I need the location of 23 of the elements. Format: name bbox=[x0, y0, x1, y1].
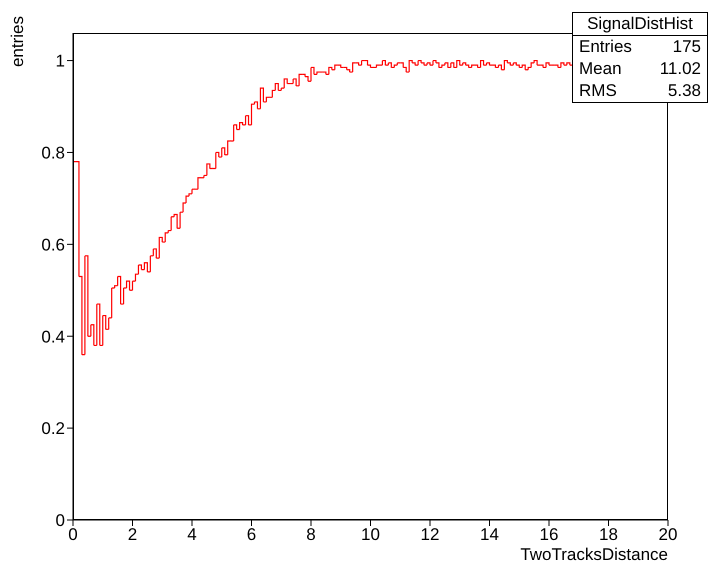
x-tick-label: 10 bbox=[361, 525, 380, 544]
y-tick-label: 1 bbox=[56, 52, 65, 71]
y-axis-title: entries bbox=[8, 16, 28, 70]
text: Entries 175 bbox=[579, 37, 701, 56]
y-tick-label: 0 bbox=[56, 511, 65, 530]
x-tick-label: 0 bbox=[68, 525, 78, 544]
x-tick-label: 14 bbox=[480, 525, 499, 544]
x-tick-label: 18 bbox=[599, 525, 618, 544]
x-tick-label: 16 bbox=[540, 525, 558, 544]
x-tick-label: 6 bbox=[246, 525, 256, 544]
x-tick-label: 2 bbox=[128, 525, 138, 544]
x-tick-label: 12 bbox=[420, 525, 440, 544]
x-tick-label: 8 bbox=[306, 525, 316, 544]
y-tick-label: 0.2 bbox=[41, 419, 65, 438]
text: RMS 5.38 bbox=[579, 81, 701, 100]
x-axis-title: TwoTracksDistance bbox=[520, 545, 668, 565]
x-tick-label: 20 bbox=[658, 525, 678, 544]
y-tick-label: 0.4 bbox=[41, 327, 65, 346]
x-tick-label: 4 bbox=[187, 525, 197, 544]
y-tick-label: 0.6 bbox=[41, 235, 65, 254]
y-tick-label: 0.8 bbox=[41, 143, 65, 162]
chart-title: SignalDistHist bbox=[573, 13, 707, 36]
text: Mean 11.02 bbox=[579, 59, 701, 78]
